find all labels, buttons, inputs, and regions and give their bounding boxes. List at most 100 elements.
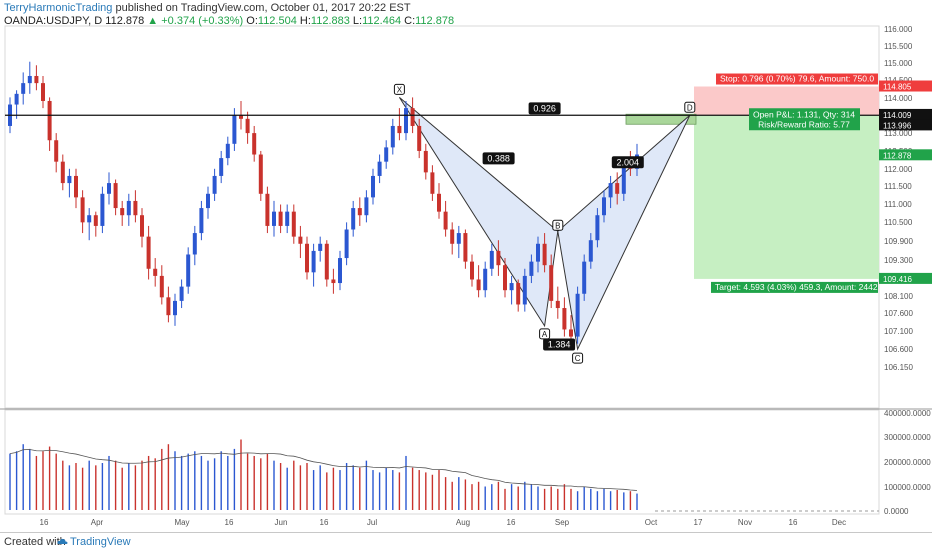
change-value: +0.374 (+0.33%) bbox=[161, 15, 244, 27]
created-with-label: Created with bbox=[4, 536, 66, 548]
candle-body bbox=[569, 329, 573, 337]
candle-body bbox=[357, 208, 362, 216]
candle-body bbox=[377, 161, 382, 176]
candle-body bbox=[232, 115, 237, 144]
candle-body bbox=[291, 211, 296, 237]
x-tick-label: Apr bbox=[91, 518, 104, 527]
candle-body bbox=[608, 183, 613, 198]
candle-body bbox=[107, 183, 111, 194]
candle-body bbox=[456, 233, 461, 244]
price-tick-label: 109.900 bbox=[884, 237, 913, 246]
low-value: 112.464 bbox=[362, 15, 402, 27]
price-tick-label: 106.150 bbox=[884, 363, 913, 372]
price-tick-label: 116.000 bbox=[884, 25, 913, 34]
rr-label: Risk/Reward Ratio: 5.77 bbox=[758, 119, 850, 129]
candle-body bbox=[305, 243, 309, 273]
price-tick-label: 115.000 bbox=[884, 59, 913, 68]
candle-body bbox=[549, 265, 554, 301]
price-tick-label: 115.500 bbox=[884, 42, 913, 51]
candle-body bbox=[285, 211, 290, 226]
candle-body bbox=[344, 229, 349, 259]
candle-body bbox=[140, 215, 144, 237]
candle-body bbox=[595, 215, 600, 241]
pnl-label-bg bbox=[749, 108, 860, 131]
candle-body bbox=[522, 275, 527, 305]
candle-body bbox=[219, 158, 224, 176]
candle-body bbox=[74, 175, 78, 198]
x-tick-label: Dec bbox=[832, 518, 846, 527]
ratio-tag bbox=[543, 338, 576, 351]
candle-body bbox=[351, 208, 356, 230]
publish-info: published on TradingView.com, October 01… bbox=[112, 2, 411, 14]
point-label-box bbox=[552, 219, 564, 231]
price-tick-label: 109.300 bbox=[884, 256, 913, 265]
price-tag-label: 114.009 bbox=[883, 111, 912, 120]
symbol-label[interactable]: OANDA:USDJPY, D bbox=[4, 15, 103, 27]
candle-body bbox=[93, 215, 98, 226]
publish-line: TerryHarmonicTrading published on Tradin… bbox=[4, 2, 411, 14]
price-tick-label: 107.600 bbox=[884, 309, 913, 318]
price-tag-bg bbox=[879, 149, 932, 161]
ratio-tag bbox=[482, 152, 515, 165]
x-tick-label: 16 bbox=[320, 518, 329, 527]
volume-series bbox=[9, 439, 638, 510]
x-tick-label: 17 bbox=[694, 518, 703, 527]
ratio-label: 0.926 bbox=[533, 103, 556, 113]
candle-body bbox=[252, 133, 257, 155]
candle-body bbox=[60, 161, 65, 184]
candle-body bbox=[430, 172, 435, 194]
x-tick-label: 16 bbox=[40, 518, 49, 527]
price-tick-label: 111.500 bbox=[884, 182, 912, 191]
entry-box bbox=[625, 113, 697, 125]
candle-body bbox=[509, 283, 514, 291]
candle-body bbox=[410, 108, 415, 126]
volume-tick-label: 100000.0000 bbox=[884, 483, 931, 492]
candle-body bbox=[562, 308, 567, 330]
candle-body bbox=[153, 268, 158, 276]
high-label: H: bbox=[299, 15, 311, 27]
tradingview-link[interactable]: TradingView bbox=[70, 536, 131, 548]
candle-body bbox=[384, 147, 389, 162]
candle-body bbox=[166, 297, 171, 316]
candle-body bbox=[496, 250, 501, 266]
grid bbox=[0, 25, 932, 515]
candle-body bbox=[206, 193, 210, 209]
price-series bbox=[8, 61, 639, 348]
target-label-bg bbox=[711, 281, 878, 293]
candle-body bbox=[602, 197, 606, 216]
price-tick-label: 108.100 bbox=[884, 292, 913, 301]
volume-pane bbox=[4, 409, 880, 515]
author-link[interactable]: TerryHarmonicTrading bbox=[4, 2, 113, 14]
candle-body bbox=[503, 265, 507, 291]
x-tick-label: 16 bbox=[507, 518, 516, 527]
ratio-label: 0.388 bbox=[487, 153, 510, 163]
candle-body bbox=[265, 193, 270, 226]
x-tick-label: 16 bbox=[789, 518, 798, 527]
candle-body bbox=[272, 211, 276, 226]
candle-body bbox=[331, 279, 336, 284]
x-tick-label: Jun bbox=[275, 518, 288, 527]
candle-body bbox=[80, 197, 85, 223]
target-zone bbox=[694, 115, 879, 279]
candle-body bbox=[133, 200, 138, 216]
candle-body bbox=[371, 175, 375, 198]
candle-body bbox=[54, 140, 59, 162]
point-label-box bbox=[572, 352, 584, 364]
x-tick-label: May bbox=[174, 518, 189, 527]
price-tag-label: 114.805 bbox=[883, 83, 912, 92]
candle-body bbox=[397, 125, 402, 134]
candle-body bbox=[437, 193, 441, 212]
point-label-b: B bbox=[555, 221, 560, 230]
candle-body bbox=[192, 233, 197, 255]
candle-body bbox=[423, 150, 428, 173]
volume-tick-label: 300000.0000 bbox=[884, 433, 931, 442]
annotations: X A B C D 0.926 0.388 1.384 2.004 Stop: 0.796 (0.… bbox=[5, 73, 879, 364]
point-label-d: D bbox=[687, 103, 693, 112]
candle-body bbox=[159, 275, 164, 298]
candle-body bbox=[542, 243, 547, 266]
ratio-label: 2.004 bbox=[617, 157, 640, 167]
candle-body bbox=[529, 261, 534, 276]
target-label: Target: 4.593 (4.03%) 459.3, Amount: 244… bbox=[715, 282, 878, 292]
x-tick-label: Sep bbox=[555, 518, 570, 527]
